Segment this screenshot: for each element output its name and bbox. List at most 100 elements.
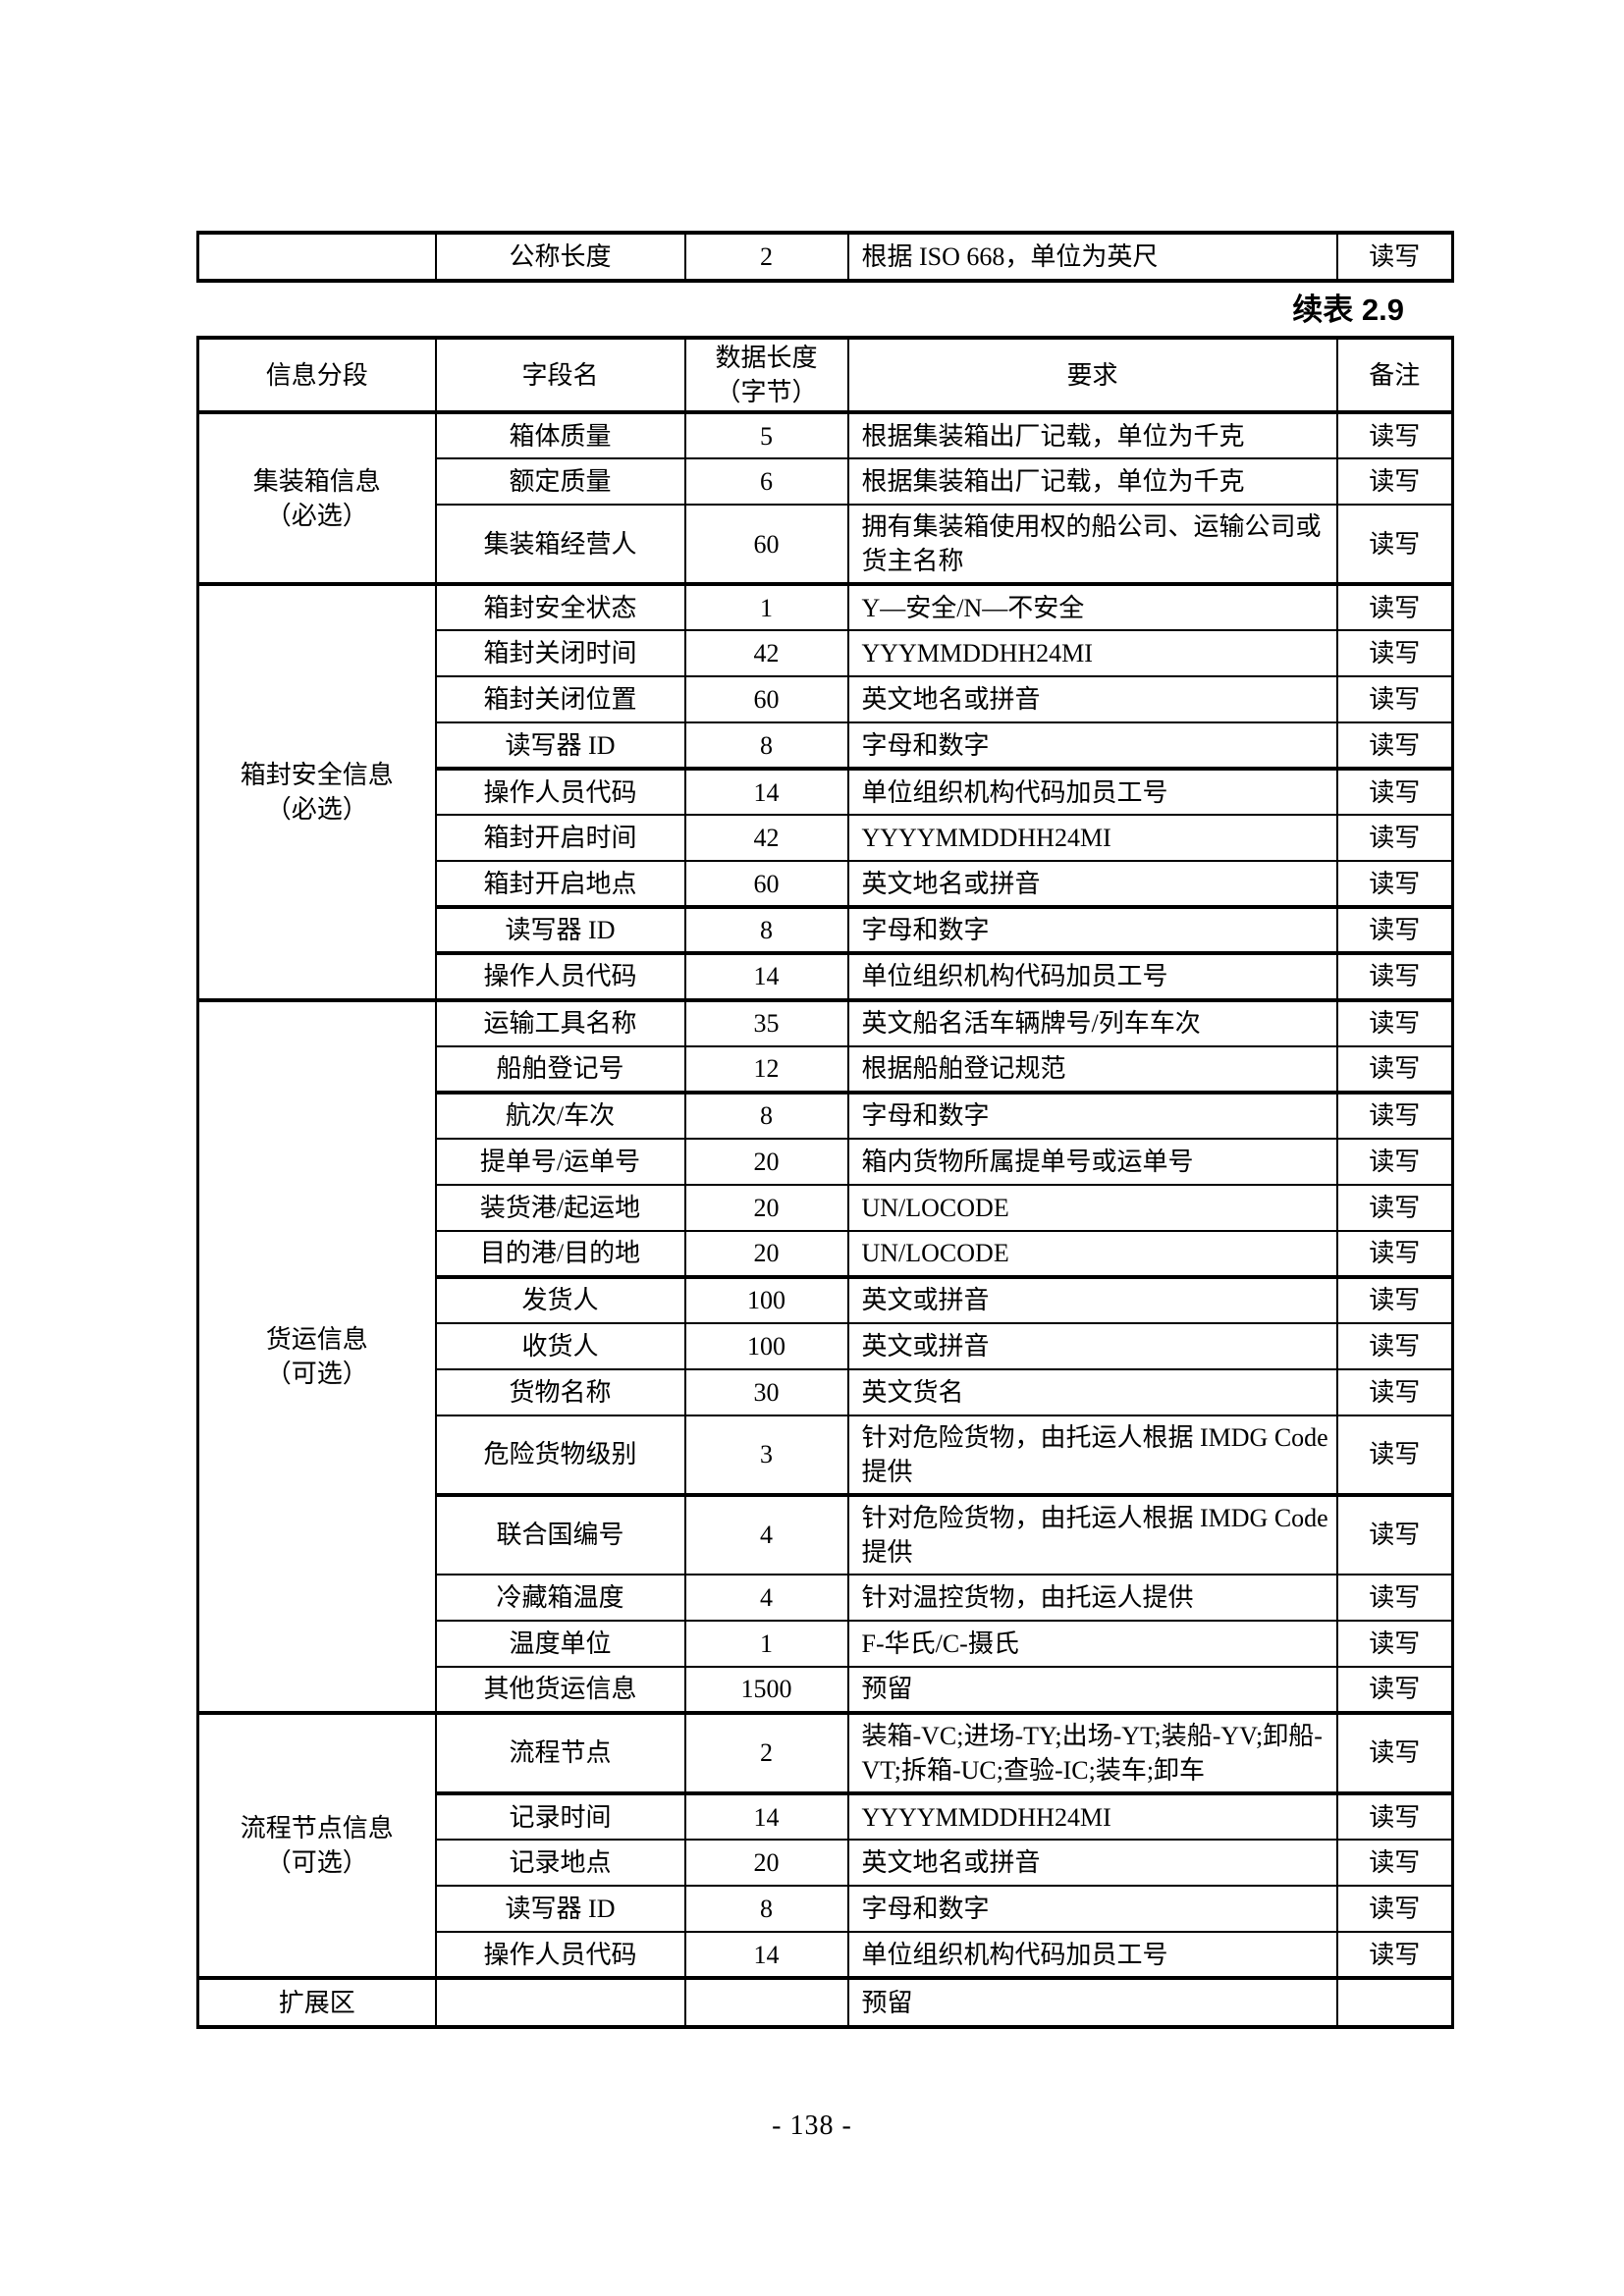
field-cell: 操作人员代码 — [434, 768, 686, 817]
requirement-cell: 英文船名活车辆牌号/列车车次 — [846, 998, 1338, 1047]
note-cell: 读写 — [1335, 1493, 1454, 1575]
table-row: 操作人员代码 14 单位组织机构代码加员工号 读写 — [198, 952, 1454, 1002]
note-cell: 读写 — [1335, 814, 1454, 863]
length-cell: 42 — [683, 814, 849, 863]
field-cell: 船舶登记号 — [434, 1044, 686, 1095]
length-cell: 14 — [683, 1792, 849, 1842]
note-cell — [1335, 1977, 1454, 2029]
table-row: 温度单位 1 F-华氏/C-摄氏 读写 — [198, 1619, 1454, 1668]
requirement-cell: 预留 — [846, 1977, 1338, 2029]
length-cell: 12 — [683, 1044, 849, 1095]
table-row: 读写器 ID 8 字母和数字 读写 — [198, 721, 1454, 772]
field-cell — [434, 1977, 686, 2029]
table-row: 公称长度 2 根据 ISO 668，单位为英尺 读写 — [196, 232, 1454, 282]
requirement-cell: UN/LOCODE — [846, 1183, 1338, 1232]
field-cell: 箱封关闭时间 — [434, 629, 686, 678]
requirement-cell: 拥有集装箱使用权的船公司、运输公司或货主名称 — [846, 504, 1338, 587]
length-cell: 20 — [683, 1137, 849, 1186]
field-cell: 目的港/目的地 — [434, 1229, 686, 1279]
note-cell: 读写 — [1335, 1275, 1454, 1324]
field-cell: 操作人员代码 — [434, 952, 686, 1002]
length-cell: 100 — [683, 1321, 849, 1370]
continued-table-label: 续表 2.9 — [1292, 293, 1404, 327]
field-cell: 记录时间 — [434, 1792, 686, 1842]
field-cell: 读写器 ID — [434, 1885, 686, 1934]
requirement-cell: 字母和数字 — [846, 906, 1338, 956]
requirement-cell: 字母和数字 — [846, 1091, 1338, 1140]
field-cell: 集装箱经营人 — [434, 504, 686, 587]
note-cell: 读写 — [1335, 1367, 1454, 1416]
length-cell: 35 — [683, 998, 849, 1047]
note-cell: 读写 — [1335, 675, 1454, 724]
field-cell: 危险货物级别 — [434, 1414, 686, 1497]
field-cell: 航次/车次 — [434, 1091, 686, 1140]
field-cell: 操作人员代码 — [434, 1931, 686, 1981]
note-cell: 读写 — [1335, 1321, 1454, 1370]
note-cell: 读写 — [1335, 629, 1454, 678]
segment-group-cell: 流程节点信息 （可选） — [196, 1711, 437, 1981]
note-cell: 读写 — [1335, 1619, 1454, 1668]
requirement-cell: 根据船舶登记规范 — [846, 1044, 1338, 1095]
requirement-cell: 单位组织机构代码加员工号 — [846, 768, 1338, 817]
table-row: 货物名称 30 英文货名 读写 — [198, 1367, 1454, 1416]
field-cell: 额定质量 — [434, 457, 686, 507]
field-cell: 读写器 ID — [434, 906, 686, 956]
field-cell: 运输工具名称 — [434, 998, 686, 1047]
requirement-cell: 根据集装箱出厂记载，单位为千克 — [846, 411, 1338, 460]
note-cell: 读写 — [1335, 583, 1454, 632]
note-cell: 读写 — [1335, 998, 1454, 1047]
requirement-cell: 英文或拼音 — [846, 1275, 1338, 1324]
requirement-cell: UN/LOCODE — [846, 1229, 1338, 1279]
table-row: 流程节点信息 （可选） 流程节点 2 装箱-VC;进场-TY;出场-YT;装船-… — [196, 1711, 1454, 1981]
table-row: 目的港/目的地 20 UN/LOCODE 读写 — [198, 1229, 1454, 1279]
requirement-cell: YYYMMDDHH24MI — [846, 629, 1338, 678]
table-row: 船舶登记号 12 根据船舶登记规范 读写 — [198, 1044, 1454, 1095]
header-segment: 信息分段 — [196, 337, 437, 415]
table-row: 冷藏箱温度 4 针对温控货物，由托运人提供 读写 — [198, 1573, 1454, 1622]
length-cell: 2 — [683, 1711, 849, 1796]
table-row: 联合国编号 4 针对危险货物，由托运人根据 IMDG Code 提供 读写 — [198, 1493, 1454, 1575]
note-cell: 读写 — [1335, 1839, 1454, 1888]
field-cell: 提单号/运单号 — [434, 1137, 686, 1186]
segment-group-cell: 箱封安全信息 （必选） — [196, 583, 437, 1002]
header-length: 数据长度 （字节） — [683, 337, 849, 415]
requirement-cell: 英文地名或拼音 — [846, 1839, 1338, 1888]
field-cell: 箱封开启地点 — [434, 860, 686, 910]
table-row: 危险货物级别 3 针对危险货物，由托运人根据 IMDG Code 提供 读写 — [198, 1414, 1454, 1497]
note-cell: 读写 — [1335, 1137, 1454, 1186]
note-cell: 读写 — [1335, 1711, 1454, 1796]
carryover-table: 公称长度 2 根据 ISO 668，单位为英尺 读写 — [196, 231, 1454, 283]
table-row: 箱封开启时间 42 YYYYMMDDHH24MI 读写 — [198, 814, 1454, 863]
note-cell: 读写 — [1335, 1183, 1454, 1232]
table-row: 额定质量 6 根据集装箱出厂记载，单位为千克 读写 — [198, 457, 1454, 507]
field-cell: 温度单位 — [434, 1619, 686, 1668]
length-cell: 4 — [683, 1493, 849, 1575]
field-cell: 发货人 — [434, 1275, 686, 1324]
requirement-cell: 根据集装箱出厂记载，单位为千克 — [846, 457, 1338, 507]
requirement-cell: 英文地名或拼音 — [846, 675, 1338, 724]
table-row: 集装箱信息 （必选） 箱体质量 5 根据集装箱出厂记载，单位为千克 读写 — [196, 411, 1454, 587]
note-cell: 读写 — [1335, 860, 1454, 910]
segment-group-cell: 集装箱信息 （必选） — [196, 411, 437, 587]
table-row: 记录地点 20 英文地名或拼音 读写 — [198, 1839, 1454, 1888]
note-cell: 读写 — [1335, 1044, 1454, 1095]
segment-group-cell: 货运信息 （可选） — [196, 998, 437, 1715]
requirement-cell: 英文货名 — [846, 1367, 1338, 1416]
requirement-cell: 箱内货物所属提单号或运单号 — [846, 1137, 1338, 1186]
table-row: 集装箱经营人 60 拥有集装箱使用权的船公司、运输公司或货主名称 读写 — [198, 504, 1454, 587]
length-cell: 20 — [683, 1839, 849, 1888]
requirement-cell: 单位组织机构代码加员工号 — [846, 1931, 1338, 1981]
requirement-cell: YYYYMMDDHH24MI — [846, 1792, 1338, 1842]
requirement-cell: 预留 — [846, 1665, 1338, 1715]
length-cell: 60 — [683, 860, 849, 910]
requirement-cell: 英文或拼音 — [846, 1321, 1338, 1370]
table-row: 货运信息 （可选） 运输工具名称 35 英文船名活车辆牌号/列车车次 读写 — [196, 998, 1454, 1715]
note-cell: 读写 — [1335, 1885, 1454, 1934]
length-cell: 5 — [683, 411, 849, 460]
table-row: 读写器 ID 8 字母和数字 读写 — [198, 1885, 1454, 1934]
length-cell: 60 — [683, 675, 849, 724]
length-cell: 42 — [683, 629, 849, 678]
field-cell: 箱封关闭位置 — [434, 675, 686, 724]
length-cell: 3 — [683, 1414, 849, 1497]
